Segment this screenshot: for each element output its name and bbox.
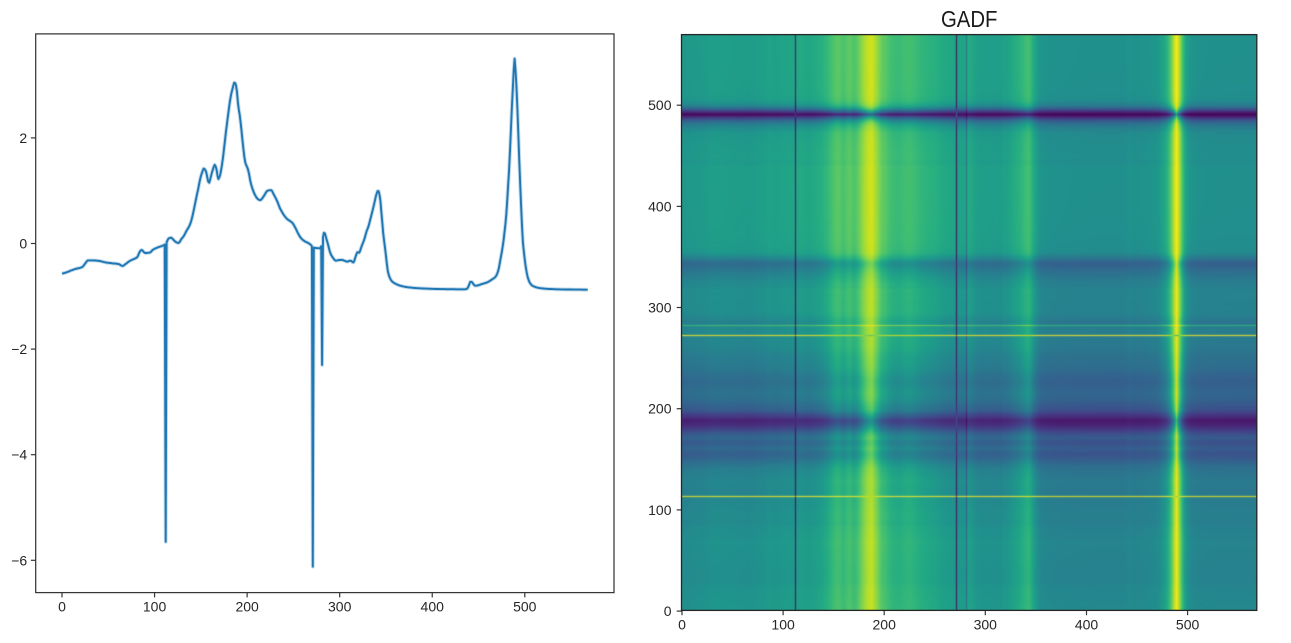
svg-text:−2: −2: [11, 341, 27, 357]
svg-text:100: 100: [143, 599, 167, 615]
svg-text:500: 500: [648, 97, 672, 113]
svg-text:500: 500: [513, 599, 537, 615]
svg-text:100: 100: [648, 502, 672, 518]
svg-text:400: 400: [1075, 616, 1099, 632]
svg-text:300: 300: [974, 616, 998, 632]
svg-text:0: 0: [678, 616, 686, 632]
svg-text:0: 0: [58, 599, 66, 615]
svg-text:400: 400: [421, 599, 445, 615]
svg-text:200: 200: [873, 616, 897, 632]
svg-text:200: 200: [648, 401, 672, 417]
svg-text:300: 300: [328, 599, 352, 615]
svg-text:−4: −4: [11, 447, 27, 463]
svg-text:−6: −6: [11, 552, 27, 568]
svg-text:500: 500: [1176, 616, 1200, 632]
svg-text:400: 400: [648, 198, 672, 214]
svg-text:300: 300: [648, 300, 672, 316]
svg-text:0: 0: [19, 236, 27, 252]
svg-text:200: 200: [235, 599, 259, 615]
svg-text:100: 100: [771, 616, 795, 632]
svg-text:0: 0: [664, 603, 672, 619]
svg-text:GADF: GADF: [941, 6, 998, 32]
svg-text:2: 2: [19, 130, 27, 146]
